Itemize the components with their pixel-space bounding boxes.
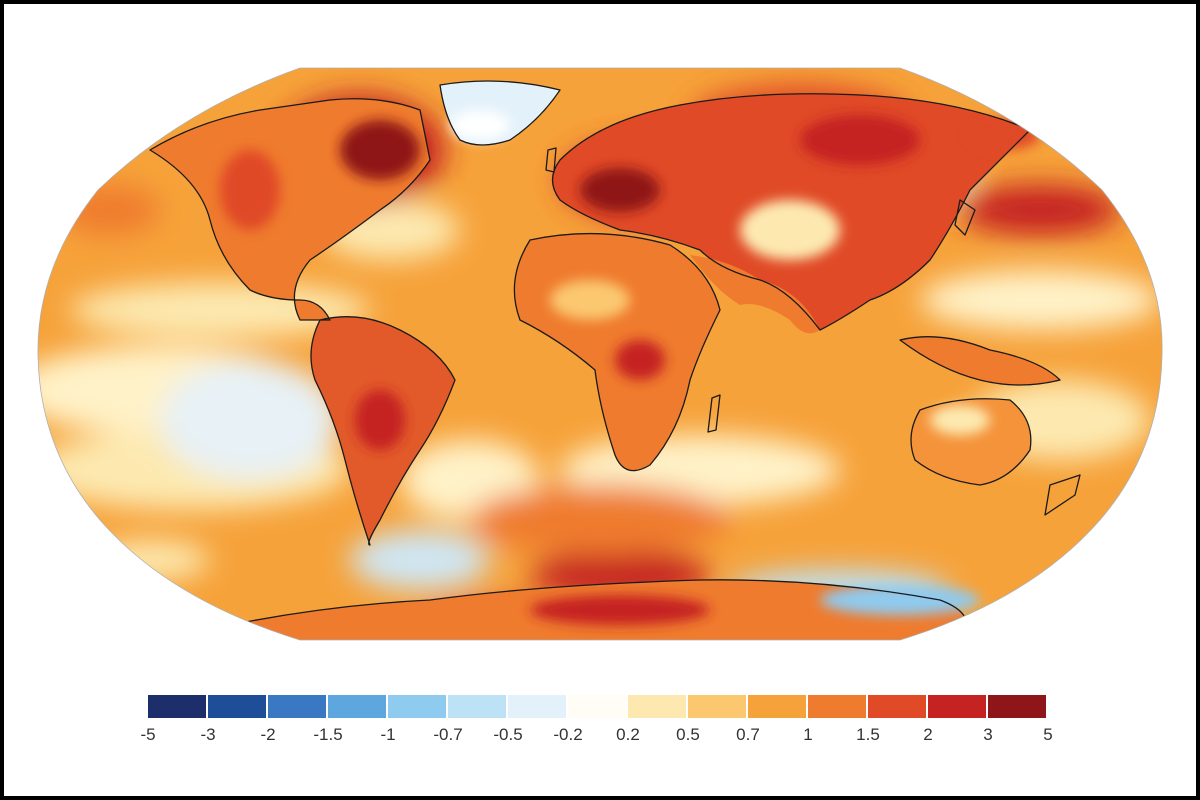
land-detail	[220, 110, 1040, 625]
legend-tick-label: -0.2	[553, 725, 583, 744]
legend-tick-label: 5	[1043, 725, 1053, 744]
legend-swatch	[508, 695, 566, 718]
legend-tick-label: 0.5	[676, 725, 700, 744]
legend-swatch	[808, 695, 866, 718]
coast-australia	[910, 398, 1032, 486]
coast-uk	[545, 147, 557, 173]
legend-swatch	[388, 695, 446, 718]
legend-tick-label: 0.7	[736, 725, 760, 744]
legend-swatch	[868, 695, 926, 718]
legend-swatch	[148, 695, 206, 718]
legend-swatch	[268, 695, 326, 718]
legend-tick-label: -1	[380, 725, 396, 744]
legend-swatch	[448, 695, 506, 718]
legend-colorbar	[148, 695, 1046, 718]
legend-tick-label: 2	[923, 725, 933, 744]
legend-tick-label: 1	[803, 725, 813, 744]
legend-swatch	[328, 695, 386, 718]
landmass-new-zealand	[1045, 475, 1080, 515]
legend-tick-label: -1.5	[313, 725, 343, 744]
legend-swatch	[748, 695, 806, 718]
coast-maritime-asia	[899, 336, 1061, 386]
legend-swatch	[688, 695, 746, 718]
globe-outline	[37, 67, 1163, 641]
coast-japan	[954, 199, 976, 236]
legend-tick-label: -0.7	[433, 725, 463, 744]
legend-tick-label: 0.2	[616, 725, 640, 744]
legend-tick-label: 3	[983, 725, 993, 744]
coast-new-zealand	[1044, 474, 1081, 516]
legend-tick-label: -3	[200, 725, 216, 744]
coast-antarctica	[229, 579, 968, 640]
coast-north-america	[149, 98, 431, 321]
legend-swatch	[988, 695, 1046, 718]
legend-tick-label: -2	[260, 725, 276, 744]
color-scale-legend: -5 -3 -2 -1.5 -1 -0.7 -0.5 -0.2 0.2 0.5 0.7 1 1.5 2 3 5	[140, 695, 1053, 755]
legend-tick-label: -0.5	[493, 725, 523, 744]
coast-africa	[513, 232, 721, 472]
landmass-maritime-asia	[900, 336, 1060, 385]
legend-tick-label: -5	[140, 725, 156, 744]
legend-swatch	[208, 695, 266, 718]
legend-tick-label: 1.5	[856, 725, 880, 744]
coastlines	[149, 80, 1081, 640]
legend-swatch	[568, 695, 626, 718]
landmass-arabia-india	[690, 255, 820, 334]
legend-swatch	[628, 695, 686, 718]
coast-madagascar	[707, 394, 721, 433]
coast-south-america	[310, 316, 456, 546]
coast-greenland	[439, 80, 561, 146]
coast-eurasia	[551, 93, 1031, 331]
legend-swatch	[928, 695, 986, 718]
